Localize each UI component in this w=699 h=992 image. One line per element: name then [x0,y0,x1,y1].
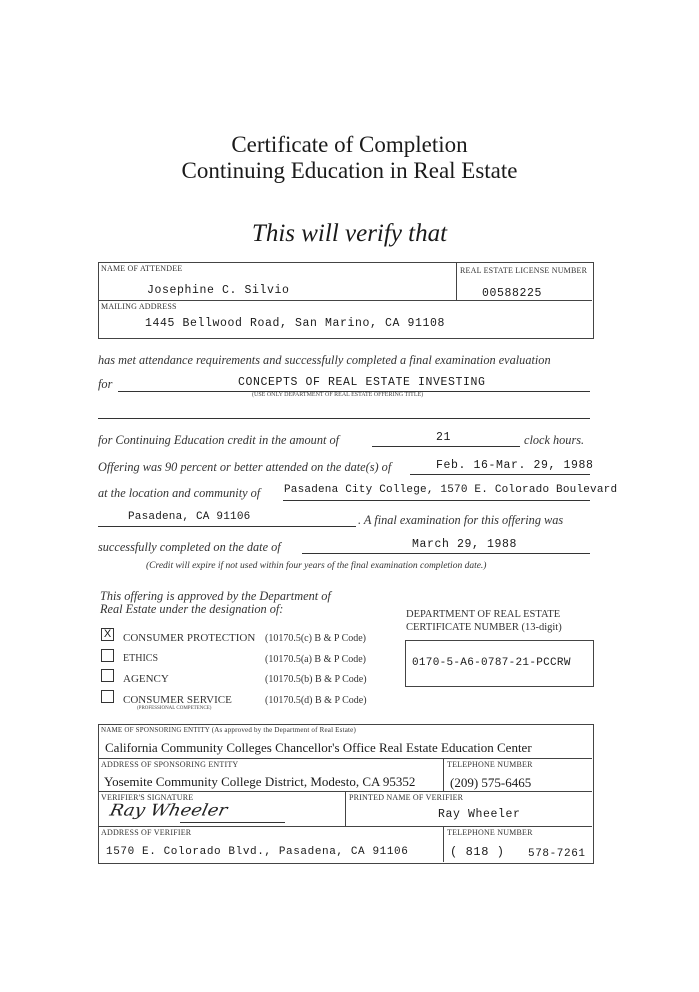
divider [443,758,444,791]
divider [98,826,592,827]
ethics-checkbox[interactable] [101,649,114,662]
divider [98,758,592,759]
address-label: MAILING ADDRESS [101,302,177,311]
agency-label: AGENCY [123,673,169,685]
verifier-signature-label: VERIFIER'S SIGNATURE [101,793,194,802]
attendee-name-label: NAME OF ATTENDEE [101,264,183,273]
completed-text: successfully completed on the date of [98,540,281,554]
location-line-1: Pasadena City College, 1570 E. Colorado … [284,484,618,496]
sponsor-address-label: ADDRESS OF SPONSORING ENTITY [101,760,239,769]
underline [410,474,590,475]
exam-text: . A final examination for this offering … [358,513,564,527]
divider [98,300,592,301]
for-label: for [98,377,113,391]
title-line-1: Certificate of Completion [231,132,468,157]
attendance-text: Offering was 90 percent or better attend… [98,460,392,474]
clock-hours-text: clock hours. [524,433,585,447]
offering-caption: (USE ONLY DEPARTMENT OF REAL ESTATE OFFE… [252,392,424,398]
agency-code: (10170.5(b) B & P Code) [265,674,367,685]
verify-heading: This will verify that [251,220,448,247]
divider [443,826,444,862]
location-text: at the location and community of [98,486,261,500]
underline [283,500,590,501]
underline [98,418,590,419]
verifier-phone: 578-7261 [528,848,586,860]
consumer-protection-checkbox[interactable]: X [101,628,114,641]
verifier-address-label: ADDRESS OF VERIFIER [101,828,192,837]
dre-number-box [405,640,594,687]
expire-note: (Credit will expire if not used within f… [146,561,487,571]
license-label: REAL ESTATE LICENSE NUMBER [460,266,588,275]
sponsor-address: Yosemite Community College District, Mod… [104,774,416,789]
verifier-phone-label: TELEPHONE NUMBER [447,828,533,837]
underline [118,391,590,392]
approval-text-2: Real Estate under the designation of: [100,602,284,616]
credit-hours: 21 [436,431,452,444]
consumer-service-label: CONSUMER SERVICE [123,694,232,706]
offering-title: CONCEPTS OF REAL ESTATE INVESTING [238,376,486,389]
attendee-name: Josephine C. Silvio [147,284,290,297]
sponsor-phone-label: TELEPHONE NUMBER [447,760,533,769]
exam-date: March 29, 1988 [412,538,518,551]
agency-checkbox[interactable] [101,669,114,682]
consumer-service-code: (10170.5(d) B & P Code) [265,695,367,706]
divider [345,791,346,826]
approval-text-1: This offering is approved by the Departm… [100,589,331,603]
verifier-printed-label: PRINTED NAME OF VERIFIER [349,793,464,802]
verifier-address: 1570 E. Colorado Blvd., Pasadena, CA 911… [106,846,409,858]
underline [372,446,520,447]
sponsor-name: California Community Colleges Chancellor… [105,740,532,755]
underline [302,553,590,554]
title-line-2: Continuing Education in Real Estate [181,158,518,183]
sponsor-verifier-box [98,724,594,864]
underline [98,526,356,527]
consumer-service-checkbox[interactable] [101,690,114,703]
verifier-printed-name: Ray Wheeler [438,808,521,821]
divider [456,262,457,300]
verifier-signature: Ray Wheeler [107,801,230,820]
consumer-protection-label: CONSUMER PROTECTION [123,632,256,644]
ethics-label: ETHICS [123,653,158,664]
license-number: 00588225 [482,287,543,300]
dre-label-1: DEPARTMENT OF REAL ESTATE [406,609,561,620]
ethics-code: (10170.5(a) B & P Code) [265,654,367,665]
sponsor-name-label: NAME OF SPONSORING ENTITY (As approved b… [101,726,357,734]
sponsor-phone: (209) 575-6465 [450,775,532,790]
has-met-text: has met attendance requirements and succ… [98,353,551,367]
credit-text: for Continuing Education credit in the a… [98,433,340,447]
attendee-address: 1445 Bellwood Road, San Marino, CA 91108 [145,317,446,330]
consumer-protection-code: (10170.5(c) B & P Code) [265,633,367,644]
signature-underline [180,822,285,823]
attendance-dates: Feb. 16-Mar. 29, 1988 [436,459,594,472]
dre-certificate-number: 0170-5-A6-0787-21-PCCRW [412,657,571,669]
verifier-area-code: ( 818 ) [450,845,505,859]
consumer-service-sub: (PROFESSIONAL COMPETENCE) [137,706,212,711]
location-line-2: Pasadena, CA 91106 [128,511,251,523]
dre-label-2: CERTIFICATE NUMBER (13-digit) [406,622,562,633]
